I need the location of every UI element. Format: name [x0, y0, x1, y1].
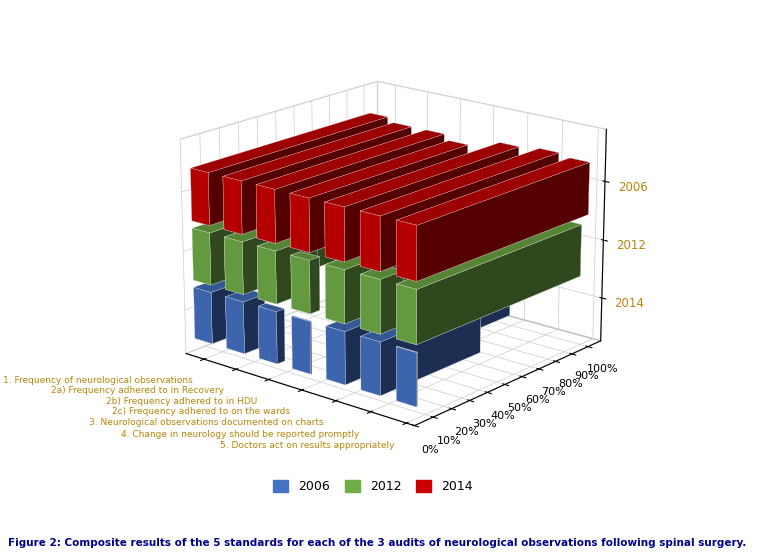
Legend: 2006, 2012, 2014: 2006, 2012, 2014: [273, 480, 473, 493]
Text: Figure 2: Composite results of the 5 standards for each of the 3 audits of neuro: Figure 2: Composite results of the 5 sta…: [8, 539, 746, 549]
